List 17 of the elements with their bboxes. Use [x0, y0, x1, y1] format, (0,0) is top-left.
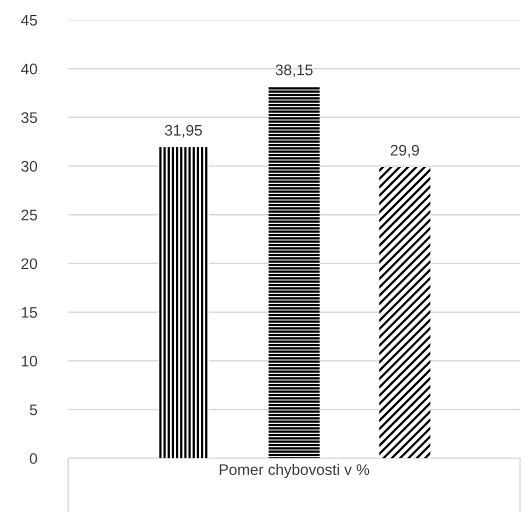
y-tick-label: 25 — [21, 210, 38, 220]
x-tick-label: Pomer chybovosti v % — [220, 464, 370, 478]
bar — [379, 167, 430, 458]
bar — [268, 86, 320, 458]
y-tick-label: 15 — [22, 307, 38, 318]
bar — [158, 147, 209, 458]
y-tick-label: 10 — [22, 356, 38, 367]
y-tick-label: 40 — [21, 64, 38, 74]
y-tick-label: 45 — [21, 14, 38, 26]
y-tick-label: 30 — [21, 160, 38, 172]
y-tick-label: 0 — [30, 453, 38, 464]
y-tick-label: 20 — [21, 258, 38, 270]
data-label: 38,15 — [276, 64, 313, 78]
data-label: 31,95 — [164, 124, 202, 138]
data-label: 29,9 — [390, 144, 419, 158]
y-tick-label: 35 — [21, 112, 38, 124]
y-tick-label: 5 — [30, 404, 38, 416]
